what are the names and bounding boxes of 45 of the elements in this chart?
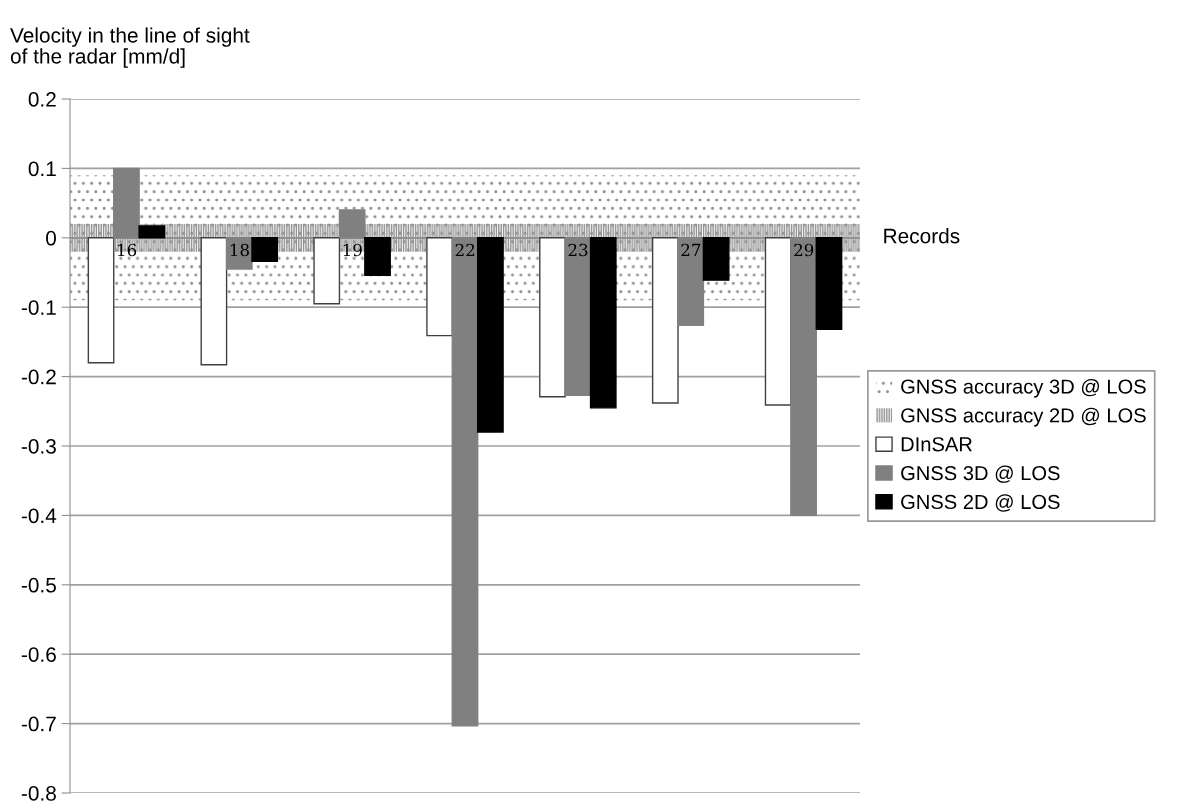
x-tick-label: 16 (118, 243, 137, 257)
bar (589, 237, 617, 409)
legend-label: GNSS 2D @ LOS (901, 494, 1060, 512)
bar (677, 237, 705, 326)
x-tick-label: 23 (568, 243, 588, 257)
y-tick-label: -0.2 (21, 369, 56, 385)
bar (702, 237, 730, 281)
legend-label: GNSS 3D @ LOS (901, 465, 1060, 483)
legend-label: GNSS accuracy 3D @ LOS (901, 378, 1146, 398)
bar (426, 237, 453, 337)
bar (200, 237, 228, 366)
bar (790, 237, 817, 517)
y-tick-label: -0.1 (21, 300, 56, 315)
legend-label: GNSS accuracy 2D @ LOS (901, 407, 1146, 427)
bar (313, 237, 341, 305)
x-tick-label: 22 (455, 243, 475, 257)
y-tick-label: -0.5 (21, 577, 56, 593)
y-tick-label: 0.2 (28, 92, 56, 107)
x-axis-title: Records (884, 228, 960, 244)
bar (451, 237, 479, 727)
bar (539, 237, 566, 398)
bar (651, 237, 679, 404)
bar (477, 237, 504, 433)
x-tick-label: 27 (681, 243, 701, 257)
y-tick-label: 0.1 (28, 161, 56, 177)
y-tick-label: -0.8 (21, 786, 56, 801)
y-tick-label: -0.4 (21, 508, 57, 524)
y-tick-label: -0.6 (21, 647, 56, 662)
x-tick-label: 18 (230, 243, 249, 257)
y-axis-title: Velocity in the line of sight of the radar [mm/d] (10, 27, 250, 68)
bar (764, 237, 792, 406)
x-tick-label: 19 (343, 243, 362, 257)
bar (251, 237, 279, 263)
bar (364, 237, 391, 276)
bar (87, 237, 115, 364)
bar (113, 167, 140, 239)
bar (138, 225, 166, 239)
y-tick-label: 0 (46, 230, 56, 246)
bar (338, 209, 366, 239)
bar (815, 237, 843, 331)
y-tick-label: -0.7 (21, 716, 56, 732)
x-tick-label: 29 (794, 243, 814, 257)
legend-label: DInSAR (901, 437, 972, 452)
bar (564, 237, 592, 397)
y-tick-label: -0.3 (21, 439, 56, 454)
